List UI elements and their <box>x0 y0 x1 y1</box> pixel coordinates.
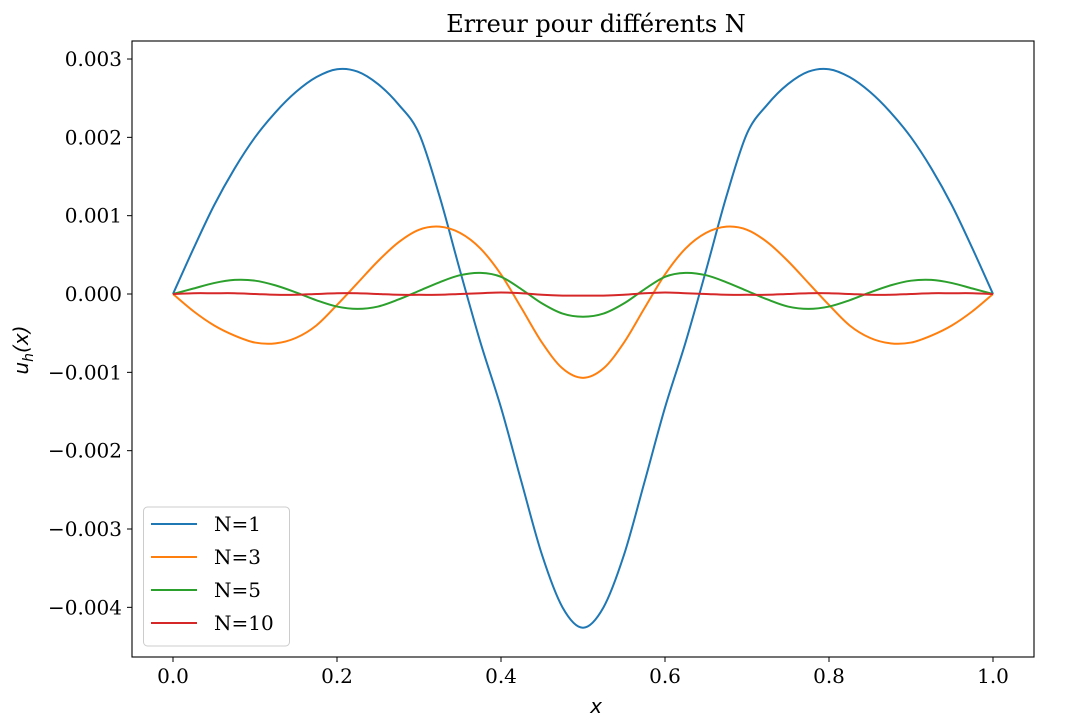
y-axis: −0.004 −0.003 −0.002 −0.001 0.000 0.001 0.002 0… <box>48 47 132 619</box>
y-tick-label: −0.004 <box>48 595 122 619</box>
y-tick-label: −0.001 <box>48 360 122 384</box>
y-tick-label: 0.000 <box>65 282 122 306</box>
legend-label: N=5 <box>214 578 261 602</box>
x-tick-label: 1.0 <box>977 664 1009 688</box>
x-tick-label: 0.4 <box>485 664 517 688</box>
y-axis-label-sub: h <box>21 353 37 362</box>
y-tick-label: 0.002 <box>65 125 122 149</box>
y-axis-label: uh(x) <box>9 325 37 374</box>
chart-title: Erreur pour différents N <box>446 10 746 38</box>
legend-label: N=1 <box>214 512 261 536</box>
x-tick-label: 0.0 <box>157 664 189 688</box>
y-tick-label: −0.002 <box>48 439 122 463</box>
legend-box <box>143 506 290 647</box>
series-line-n-3 <box>172 225 994 379</box>
x-tick-label: 0.2 <box>321 664 353 688</box>
series-line-n-1 <box>172 67 994 629</box>
plot-frame <box>131 40 1035 658</box>
legend-label: N=3 <box>214 545 261 569</box>
y-axis-label-tail: (x) <box>9 325 33 352</box>
legend-label: N=10 <box>214 611 274 635</box>
x-axis: 0.0 0.2 0.4 0.6 0.8 1.0 <box>157 657 1009 688</box>
series-line-n-10 <box>172 291 994 297</box>
series-line-n-5 <box>172 271 994 318</box>
legend: N=1 N=3 N=5 N=10 <box>143 506 290 647</box>
y-tick-label: 0.003 <box>65 47 122 71</box>
y-tick-label: 0.001 <box>65 204 122 228</box>
x-tick-label: 0.6 <box>649 664 681 688</box>
x-axis-label: x <box>589 694 602 718</box>
x-tick-label: 0.8 <box>813 664 845 688</box>
y-axis-label-main: u <box>9 362 33 375</box>
y-tick-label: −0.003 <box>48 517 122 541</box>
series-layer <box>172 67 994 629</box>
